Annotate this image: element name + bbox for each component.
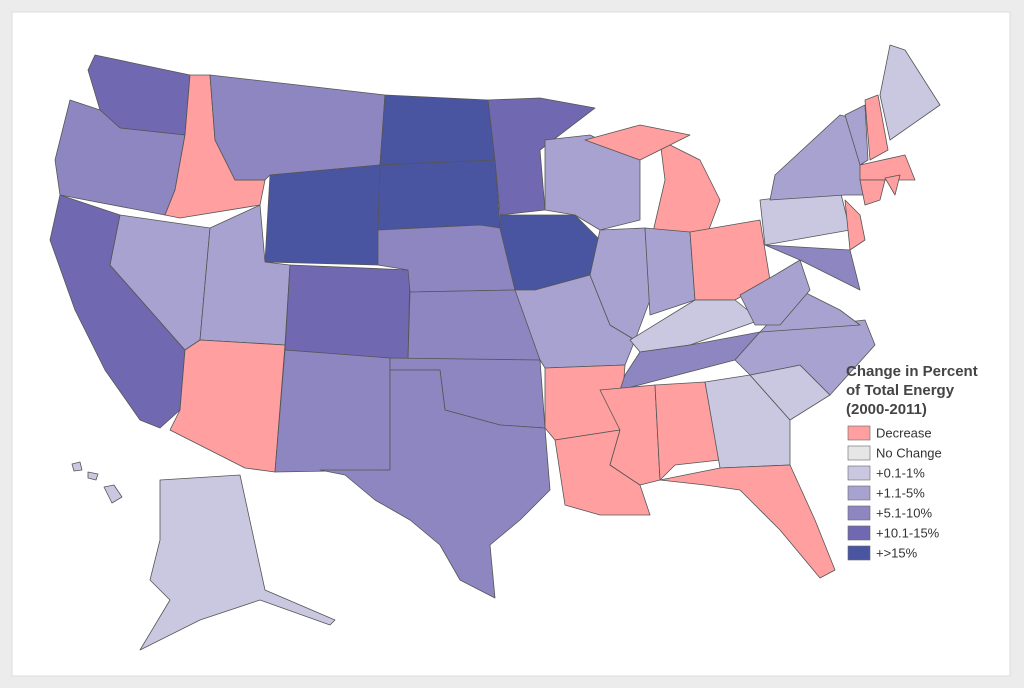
state (319, 369, 551, 599)
state (377, 159, 501, 231)
states (49, 44, 941, 651)
state (644, 227, 696, 316)
legend-swatch (847, 505, 871, 521)
state (864, 94, 889, 161)
legend-swatch (847, 525, 871, 541)
state (879, 44, 941, 141)
state (704, 374, 791, 469)
state (139, 474, 336, 651)
legend: Change in Percent of Total Energy (2000-… (846, 363, 978, 560)
state (859, 179, 886, 206)
state (264, 164, 381, 266)
state (739, 259, 811, 326)
legend-label: +>15% (876, 545, 918, 560)
state (274, 349, 391, 473)
state (71, 461, 83, 472)
state (844, 104, 869, 166)
state (764, 244, 861, 291)
state (379, 94, 496, 166)
legend-swatch (847, 485, 871, 501)
legend-label: +10.1-15% (876, 525, 940, 540)
legend-label: No Change (876, 445, 942, 460)
legend-swatch (847, 445, 871, 461)
state (487, 97, 596, 216)
state (859, 154, 916, 181)
legend-swatch (847, 545, 871, 561)
state (654, 381, 721, 481)
legend-title: Change in Percent (846, 363, 978, 380)
state (87, 471, 99, 481)
state (884, 174, 901, 196)
legend-label: +1.1-5% (876, 485, 925, 500)
legend-swatch (847, 425, 871, 441)
legend-label: +0.1-1% (876, 465, 925, 480)
state (284, 264, 411, 361)
legend-label: +5.1-10% (876, 505, 932, 520)
legend-swatch (847, 465, 871, 481)
state (659, 464, 836, 579)
state (584, 124, 691, 161)
legend-title: (2000-2011) (846, 401, 927, 418)
state (844, 199, 866, 251)
state (103, 484, 123, 504)
legend-title: of Total Energy (846, 382, 955, 399)
legend-label: Decrease (876, 425, 932, 440)
